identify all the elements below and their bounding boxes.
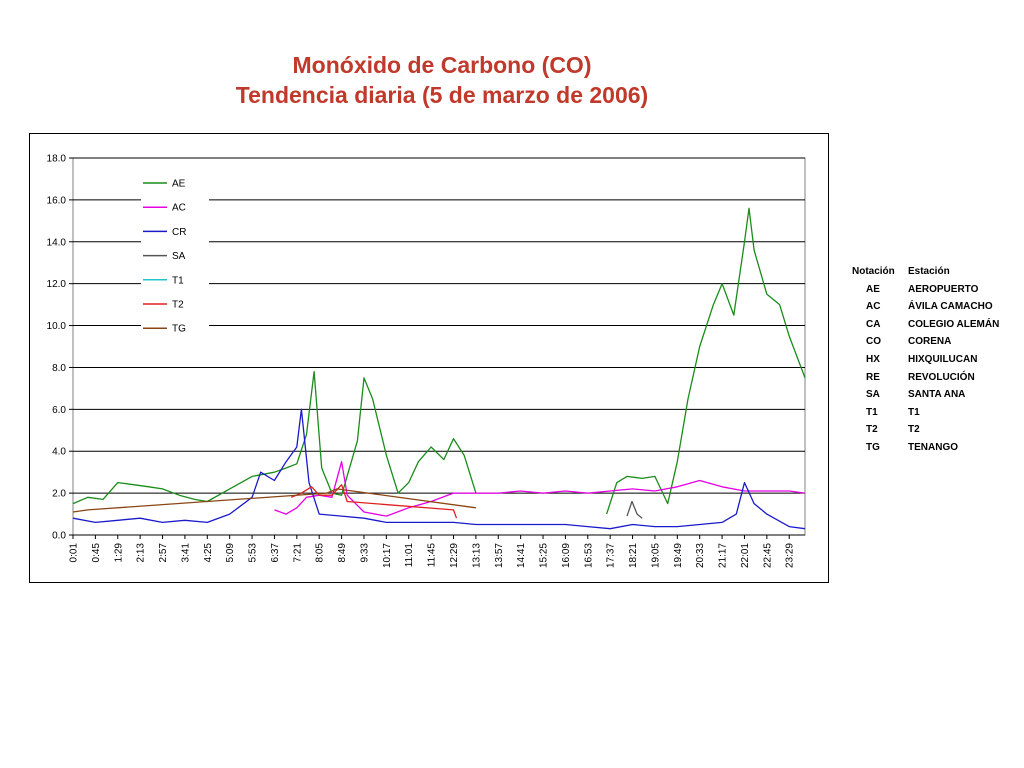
x-tick-label: 15:25 <box>539 543 550 568</box>
y-tick-label: 16.0 <box>47 195 67 206</box>
station-row: TG TENANGO <box>846 442 1018 460</box>
x-tick-label: 19:05 <box>650 543 661 568</box>
y-tick-label: 2.0 <box>52 489 66 500</box>
legend-box <box>141 171 209 345</box>
y-tick-label: 12.0 <box>47 279 67 290</box>
x-tick-label: 0:45 <box>91 543 102 563</box>
station-name: T1 <box>908 406 920 418</box>
stations-header-name: Estación <box>908 266 950 277</box>
station-row: T2 T2 <box>846 424 1018 442</box>
y-tick-label: 6.0 <box>52 405 66 416</box>
station-row: AE AEROPUERTO <box>846 284 1018 302</box>
station-name: TENANGO <box>908 441 958 453</box>
station-name: AEROPUERTO <box>908 283 979 295</box>
x-tick-label: 23:29 <box>785 543 796 568</box>
station-row: CO CORENA <box>846 336 1018 354</box>
chart-title-line2: Tendencia diaria (5 de marzo de 2006) <box>235 82 649 108</box>
x-tick-label: 3:41 <box>180 543 191 563</box>
x-tick-label: 22:01 <box>740 543 751 568</box>
stations-table: Notación Estación AE AEROPUERTO AC ÁVILA CA… <box>846 266 1018 460</box>
x-tick-label: 17:37 <box>606 543 617 568</box>
station-code: CO <box>866 336 881 348</box>
station-name: REVOLUCIÓN <box>908 371 975 383</box>
station-name: COLEGIO ALEMÁN <box>908 318 1000 330</box>
legend-label: AC <box>172 203 186 214</box>
x-tick-label: 2:57 <box>158 543 169 563</box>
series-line-sa <box>626 500 643 519</box>
x-tick-label: 13:13 <box>471 543 482 568</box>
stations-header-code: Notación <box>852 266 895 277</box>
station-code: CA <box>866 318 881 330</box>
series-line-t2 <box>290 484 458 519</box>
series-line-ae <box>605 207 806 515</box>
station-code: T1 <box>866 406 878 418</box>
x-tick-label: 10:17 <box>382 543 393 568</box>
station-code: AC <box>866 301 881 313</box>
station-name: HIXQUILUCAN <box>908 353 978 365</box>
series-line-ac <box>274 461 806 517</box>
y-tick-label: 10.0 <box>47 321 67 332</box>
x-tick-label: 7:21 <box>292 543 303 563</box>
station-code: T2 <box>866 424 878 436</box>
series-line-cr <box>72 408 806 530</box>
x-tick-label: 12:29 <box>449 543 460 568</box>
x-tick-label: 8:49 <box>337 543 348 563</box>
x-tick-label: 9:33 <box>359 543 370 563</box>
station-row: SA SANTA ANA <box>846 389 1018 407</box>
x-tick-label: 22:45 <box>762 543 773 568</box>
station-name: ÁVILA CAMACHO <box>908 301 993 313</box>
legend-label: TG <box>172 324 186 335</box>
station-name: CORENA <box>908 336 952 348</box>
y-tick-label: 18.0 <box>47 154 67 165</box>
station-row: T1 T1 <box>846 407 1018 425</box>
x-tick-label: 11:45 <box>427 543 438 568</box>
x-tick-label: 4:25 <box>203 543 214 563</box>
y-tick-label: 8.0 <box>52 363 66 374</box>
legend-label: T1 <box>172 275 184 286</box>
x-tick-label: 8:05 <box>315 543 326 563</box>
x-tick-label: 14:41 <box>516 543 527 568</box>
x-tick-label: 1:29 <box>113 543 124 563</box>
x-tick-label: 18:21 <box>628 543 639 568</box>
x-tick-label: 16:53 <box>583 543 594 568</box>
x-tick-label: 20:33 <box>695 543 706 568</box>
x-tick-label: 13:57 <box>494 543 505 568</box>
co-trend-chart: 0.0 2.0 4.0 6.0 8.0 10.0 12.0 14.0 16.0 18.0 0:01 0… <box>29 133 829 583</box>
x-tick-label: 21:17 <box>718 543 729 568</box>
station-row: RE REVOLUCIÓN <box>846 372 1018 390</box>
x-tick-label: 11:01 <box>404 543 415 568</box>
station-name: SANTA ANA <box>908 389 966 401</box>
y-tick-label: 0.0 <box>52 531 66 542</box>
x-tick-label: 6:37 <box>270 543 281 563</box>
x-tick-label: 5:53 <box>248 543 259 563</box>
x-tick-label: 0:01 <box>69 543 80 563</box>
x-tick-label: 5:09 <box>225 543 236 563</box>
station-code: AE <box>866 283 880 295</box>
station-code: SA <box>866 389 880 401</box>
legend-label: SA <box>172 251 186 262</box>
chart-title-line1: Monóxido de Carbono (CO) <box>292 52 592 78</box>
station-code: RE <box>866 371 880 383</box>
x-tick-label: 19:49 <box>673 543 684 568</box>
station-code: TG <box>866 441 880 453</box>
station-name: T2 <box>908 424 920 436</box>
station-code: HX <box>866 353 880 365</box>
y-tick-label: 4.0 <box>52 447 66 458</box>
y-tick-label: 14.0 <box>47 237 67 248</box>
legend-label: T2 <box>172 300 184 311</box>
x-tick-label: 2:13 <box>136 543 147 563</box>
x-tick-label: 16:09 <box>561 543 572 568</box>
station-row: CA COLEGIO ALEMÁN <box>846 319 1018 337</box>
station-row: HX HIXQUILUCAN <box>846 354 1018 372</box>
legend-label: CR <box>172 227 186 238</box>
series-line-ae <box>72 370 477 505</box>
series-line-tg <box>72 488 476 513</box>
station-row: AC ÁVILA CAMACHO <box>846 301 1018 319</box>
legend-label: AE <box>172 179 186 190</box>
